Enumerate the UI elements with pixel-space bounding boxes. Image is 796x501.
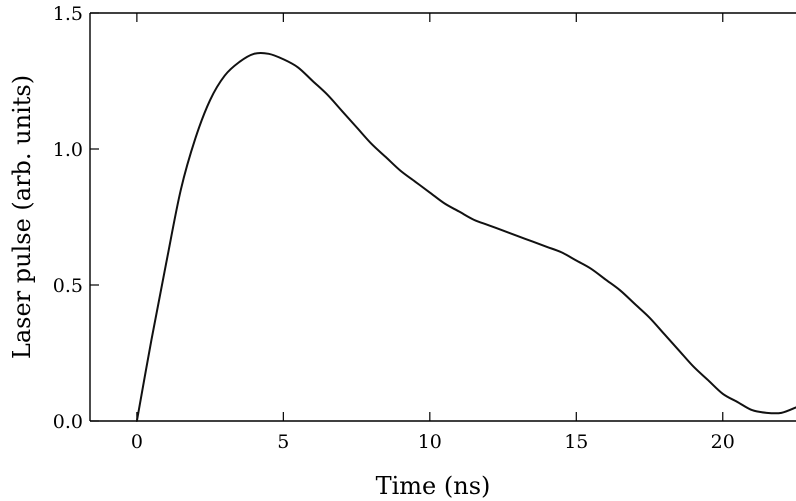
laser-pulse-line — [135, 51, 796, 422]
y-tick-label: 0.0 — [53, 411, 83, 433]
plot-frame — [89, 12, 796, 422]
x-tick-label: 0 — [131, 431, 143, 453]
x-tick-label: 5 — [277, 431, 289, 453]
x-ticks: 0 5 10 15 20 — [131, 13, 735, 453]
y-tick-label: 1.0 — [53, 139, 83, 161]
x-tick-label: 20 — [711, 431, 735, 453]
x-tick-label: 10 — [418, 431, 442, 453]
y-ticks: 0.0 0.5 1.0 1.5 — [53, 3, 99, 433]
y-tick-label: 0.5 — [53, 275, 83, 297]
series-group — [135, 51, 796, 422]
y-tick-label: 1.5 — [53, 3, 83, 25]
x-axis-label: Time (ns) — [376, 472, 491, 500]
y-axis-label: Laser pulse (arb. units) — [8, 75, 36, 359]
x-tick-label: 15 — [564, 431, 588, 453]
